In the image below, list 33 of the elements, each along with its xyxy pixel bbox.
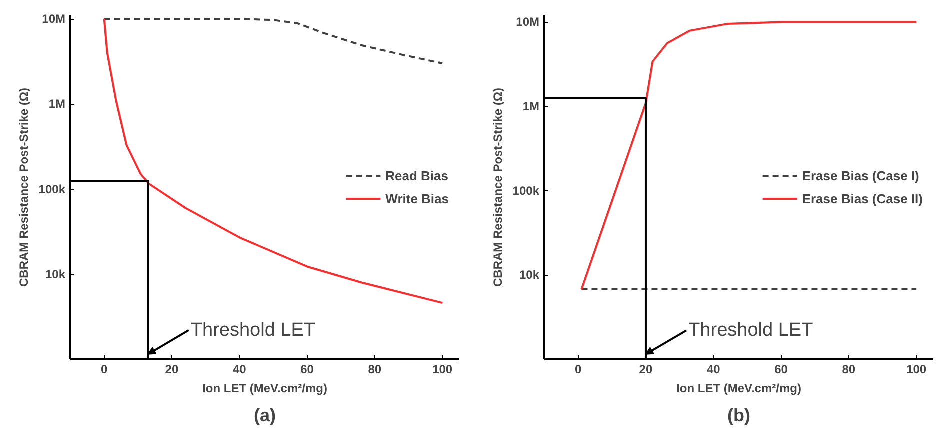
x-tick-label: 0 xyxy=(100,362,108,376)
legend-label: Erase Bias (Case I) xyxy=(802,168,920,183)
legend-label: Read Bias xyxy=(386,168,449,183)
y-axis-title: CBRAM Resistance Post-Strike (Ω) xyxy=(16,88,31,287)
annotation: Threshold LET xyxy=(688,320,814,342)
x-tick-label: 0 xyxy=(574,362,582,376)
y-tick-label: 10k xyxy=(519,268,540,282)
y-tick-label: 10M xyxy=(42,12,66,26)
text: (a) xyxy=(254,406,276,426)
text: (b) xyxy=(728,406,750,426)
legend-label: Write Bias xyxy=(386,191,449,206)
x-tick-label: 100 xyxy=(432,362,453,376)
x-tick-label: 100 xyxy=(906,362,927,376)
x-axis-title: Ion LET (MeV.cm²/mg) xyxy=(202,382,328,396)
y-tick-label: 1M xyxy=(48,97,66,112)
line-series xyxy=(103,18,444,65)
x-tick-label: 40 xyxy=(706,362,721,376)
x-tick-label: 20 xyxy=(165,362,179,376)
x-tick-label: 20 xyxy=(639,362,653,376)
x-tick-label: 60 xyxy=(300,362,314,376)
x-tick-label: 80 xyxy=(842,362,856,376)
y-tick-label: 10M xyxy=(516,15,540,30)
y-tick-label: 1M xyxy=(522,100,540,114)
annotation: Threshold LET xyxy=(190,320,316,341)
legend-label: Erase Bias (Case II) xyxy=(802,191,923,206)
x-tick-label: 80 xyxy=(368,362,382,376)
y-tick-label: 100k xyxy=(512,184,540,198)
y-tick-label: 100k xyxy=(38,182,66,196)
x-tick-label: 60 xyxy=(774,362,788,376)
x-axis-title: Ion LET (MeV.cm²/mg) xyxy=(676,382,802,396)
y-axis-title: CBRAM Resistance Post-Strike (Ω) xyxy=(490,88,505,287)
x-tick-label: 40 xyxy=(232,362,247,376)
y-tick-label: 10k xyxy=(45,267,66,282)
